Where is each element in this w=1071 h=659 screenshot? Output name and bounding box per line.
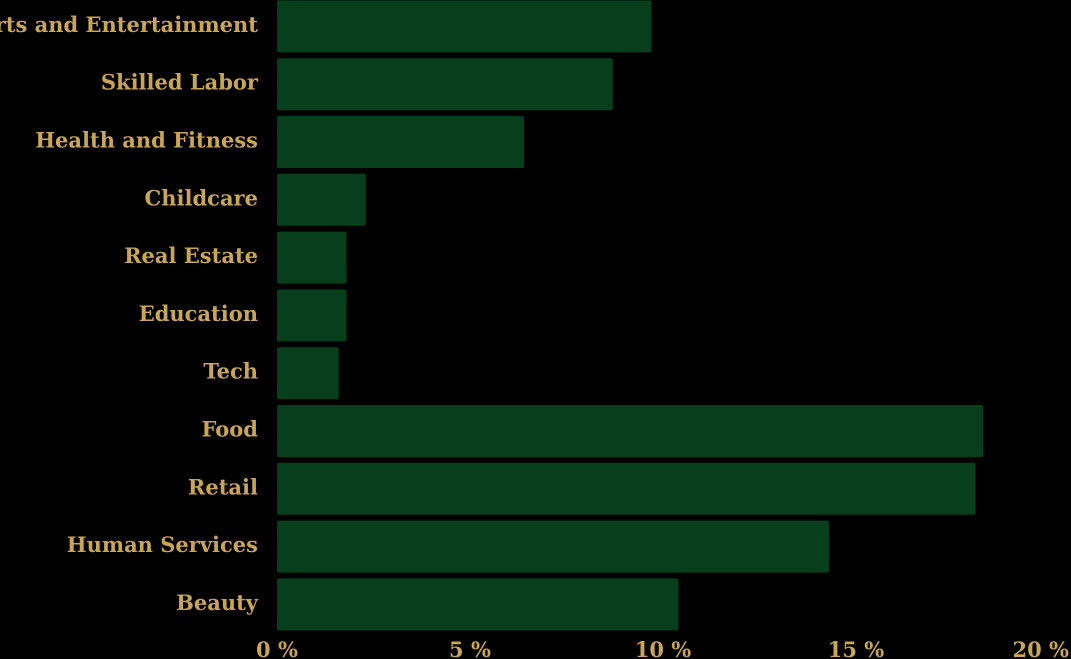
bar-childcare <box>277 173 366 226</box>
x-tick-label: 20 % <box>1013 637 1070 659</box>
bar-arts-and-entertainment <box>277 0 652 53</box>
category-label-beauty: Beauty <box>176 590 259 615</box>
category-label-retail: Retail <box>188 474 258 499</box>
category-label-skilled-labor: Skilled Labor <box>101 70 259 95</box>
x-tick-label: 0 % <box>256 637 298 659</box>
x-tick-label-group: 0 % 5 % 10 % 15 % 20 % <box>256 637 1069 659</box>
category-label-food: Food <box>202 417 259 442</box>
bar-tech <box>277 347 339 400</box>
category-label-tech: Tech <box>203 359 258 384</box>
category-label-health-and-fitness: Health and Fitness <box>35 128 258 153</box>
category-label-human-services: Human Services <box>67 532 258 557</box>
x-tick-label: 15 % <box>828 637 885 659</box>
bar-group <box>277 0 984 631</box>
category-label-education: Education <box>139 301 258 326</box>
bar-food <box>277 405 984 457</box>
category-label-group: Arts and Entertainment Skilled Labor Healt… <box>0 12 259 615</box>
bar-beauty <box>277 578 679 631</box>
x-tick-label: 5 % <box>449 637 491 659</box>
category-label-real-estate: Real Estate <box>124 243 258 268</box>
bar-retail <box>277 462 976 515</box>
bar-skilled-labor <box>277 58 613 111</box>
bar-real-estate <box>277 231 347 284</box>
x-tick-label: 10 % <box>635 637 692 659</box>
category-label-arts-and-entertainment: Arts and Entertainment <box>0 12 258 37</box>
bar-human-services <box>277 520 829 573</box>
bar-education <box>277 289 347 342</box>
bar-health-and-fitness <box>277 116 525 168</box>
category-label-childcare: Childcare <box>145 185 258 210</box>
